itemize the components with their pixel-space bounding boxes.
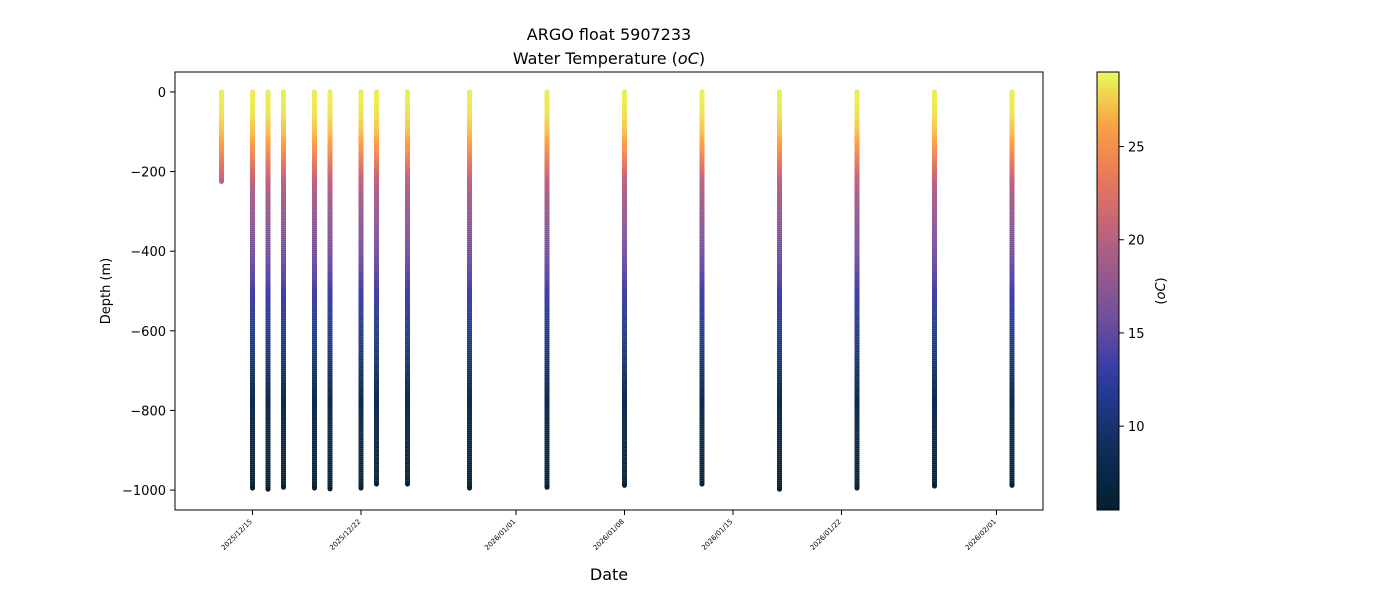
plot-area [175,72,1043,510]
chart-subtitle-close: ) [699,49,705,68]
profile-point [699,481,705,487]
profile-series [467,89,472,491]
colorbar-label-open: ( [1154,300,1169,305]
profile-series [281,89,286,490]
profile-series [312,89,317,491]
data-layer [219,89,1015,492]
y-tick-label: −400 [130,245,166,260]
profile-point [374,89,379,95]
profile-point [281,484,286,490]
profile-point [622,89,627,95]
y-tick-label: −600 [130,325,166,340]
profile-point [622,482,627,488]
colorbar [1096,71,1120,511]
x-axis-label: Date [590,565,628,584]
chart-subtitle: Water Temperature (oC) [513,49,705,68]
colorbar-tick-label: 25 [1128,141,1145,156]
profile-series [358,89,364,491]
profile-point [405,481,410,487]
profile-series [250,89,255,491]
profile-series [932,89,937,489]
profile-point [312,485,317,491]
x-tick-label: 2026/02/01 [964,518,998,552]
profile-point [219,89,224,95]
x-tick-label: 2025/12/15 [220,518,254,552]
x-tick-label: 2026/01/08 [592,518,626,552]
profile-point [467,89,472,95]
y-tick-label: −200 [130,166,166,181]
profile-point [374,481,379,487]
profile-series [374,89,379,487]
y-tick-label: −1000 [122,484,166,499]
plot-frame [174,71,1044,511]
profile-point [312,89,317,95]
x-tick-label: 2025/12/22 [328,518,362,552]
profile-point [854,485,860,491]
profile-series [622,89,627,488]
x-tick-label: 2026/01/01 [483,518,517,552]
profile-point [932,483,937,489]
profile-point [250,485,255,491]
y-axis: 0 −200 −400 −600 −800 −1000 [122,86,175,499]
profile-point [265,89,271,95]
colorbar-label-unit: oC [1154,282,1169,300]
colorbar-ticks: 10 15 20 25 [1119,141,1145,435]
colorbar-tick-label: 20 [1128,234,1145,249]
chart-subtitle-text: Water Temperature ( [513,49,678,68]
profile-series [219,89,224,184]
profile-point [358,485,364,491]
profile-point [699,89,705,95]
colorbar-tick-label: 10 [1128,420,1145,435]
x-tick-label: 2026/01/22 [809,518,843,552]
colorbar-label: (oC) [1154,277,1169,304]
profile-point [854,89,860,95]
profile-point [467,485,472,491]
profile-point [327,89,333,95]
profile-series [405,89,410,487]
profile-point [1009,89,1015,95]
profile-series [265,89,271,492]
profile-point [265,486,271,492]
x-axis: 2025/12/15 2025/12/22 2026/01/01 2026/01/08… [220,510,998,552]
profile-point [544,89,550,95]
profile-series [854,89,860,491]
profile-point [358,89,364,95]
profile-point [1009,482,1015,488]
profile-point [250,89,255,95]
chart-subtitle-unit: oC [678,49,700,68]
profile-point [777,89,782,95]
profile-point [281,89,286,95]
profile-point [405,89,410,95]
profile-point [544,484,550,490]
x-tick-label: 2026/01/15 [700,518,734,552]
profile-series [327,89,333,492]
profile-point [219,179,224,184]
chart-title: ARGO float 5907233 [527,25,691,44]
profile-point [932,89,937,95]
profile-point [777,486,782,492]
y-tick-label: 0 [158,86,166,101]
profile-series [544,89,550,490]
profile-series [699,89,705,487]
profile-series [777,89,782,492]
colorbar-tick-label: 15 [1128,327,1145,342]
y-axis-label: Depth (m) [99,258,114,325]
colorbar-label-close: ) [1154,277,1169,282]
y-tick-label: −800 [130,404,166,419]
profile-point [327,486,333,492]
profile-series [1009,89,1015,488]
